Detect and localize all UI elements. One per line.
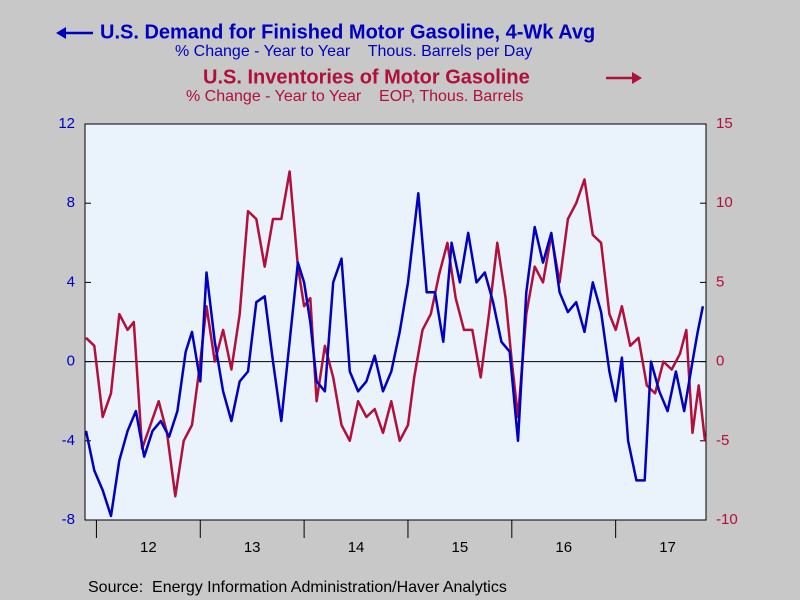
x-tick-label: 13 bbox=[244, 539, 261, 556]
y-tick-label: -8 bbox=[62, 511, 75, 528]
x-tick-label: 16 bbox=[555, 539, 572, 556]
y2-tick-label: 15 bbox=[716, 115, 733, 132]
legend-arrow-left bbox=[56, 27, 93, 39]
y-tick-label: 0 bbox=[67, 353, 75, 370]
y2-tick-label: -10 bbox=[716, 511, 738, 528]
series-line bbox=[84, 192, 705, 518]
y-tick-label: 4 bbox=[67, 273, 75, 290]
source-note: Source: Energy Information Administratio… bbox=[88, 579, 507, 596]
x-tick-label: 17 bbox=[659, 539, 676, 556]
series-title: U.S. Inventories of Motor Gasoline bbox=[203, 66, 530, 88]
y-tick-label: 12 bbox=[58, 115, 75, 132]
series-title: U.S. Demand for Finished Motor Gasoline,… bbox=[100, 21, 595, 43]
y-tick-label: 8 bbox=[67, 194, 75, 211]
y-tick-label: -4 bbox=[62, 432, 75, 449]
y2-tick-label: 10 bbox=[716, 194, 733, 211]
x-tick-label: 14 bbox=[348, 539, 365, 556]
series-subtitle: % Change - Year to Year Thous. Barrels p… bbox=[175, 43, 532, 60]
y2-tick-label: 0 bbox=[716, 353, 724, 370]
y2-tick-label: -5 bbox=[716, 432, 729, 449]
y2-tick-label: 5 bbox=[716, 273, 724, 290]
series-line bbox=[85, 170, 707, 498]
x-tick-label: 15 bbox=[452, 539, 469, 556]
series-subtitle: % Change - Year to Year EOP, Thous. Barr… bbox=[186, 88, 523, 105]
legend-arrow-right bbox=[606, 72, 642, 84]
x-tick-label: 12 bbox=[140, 539, 157, 556]
